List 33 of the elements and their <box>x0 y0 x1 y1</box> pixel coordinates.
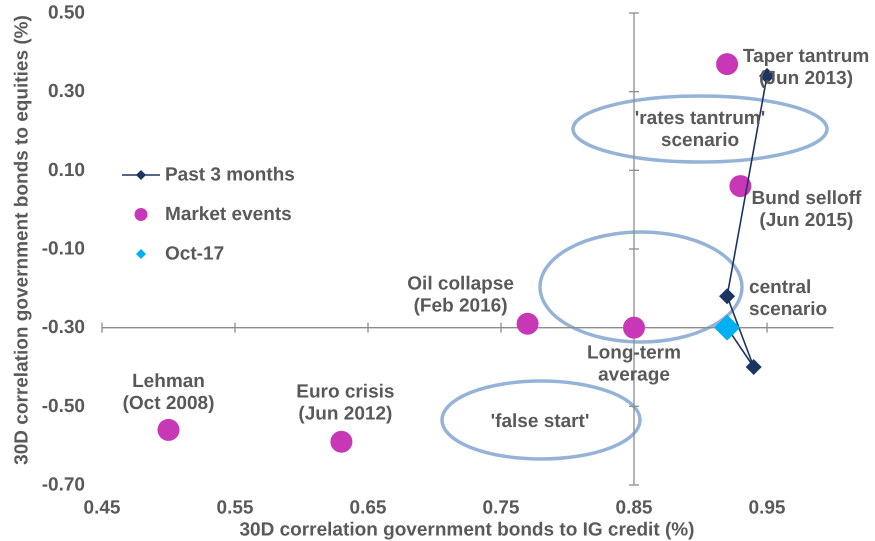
legend-label: Market events <box>165 204 292 225</box>
y-tick-label: -0.50 <box>42 396 85 417</box>
y-tick-label: -0.30 <box>42 317 85 338</box>
point <box>719 288 736 304</box>
x-axis-title: 30D correlation government bonds to IG credit (%) <box>239 520 695 540</box>
y-tick-label: 0.30 <box>48 81 85 102</box>
x-tick-label: 0.55 <box>216 498 254 518</box>
point <box>746 359 762 375</box>
legend-label: Oct-17 <box>165 244 224 264</box>
y-tick-label: 0.10 <box>48 160 85 181</box>
annotation: Bund selloff (Jun 2015) <box>752 188 862 231</box>
point <box>729 175 752 198</box>
y-axis-title: 30D correlation government bonds to equities (%) <box>12 15 32 465</box>
annotation: Oil collapse (Feb 2016) <box>407 273 514 316</box>
y-tick-label: -0.10 <box>42 238 85 260</box>
point <box>158 418 180 441</box>
x-tick-label: 0.65 <box>350 498 387 518</box>
x-tick-label: 0.95 <box>748 498 786 518</box>
point <box>716 53 738 76</box>
point <box>623 316 645 339</box>
y-tick-label: 0.50 <box>48 2 85 24</box>
annotation: central scenario <box>749 276 828 320</box>
annotation: Euro crisis (Jun 2012) <box>296 381 395 424</box>
legend-label: Past 3 months <box>165 164 295 186</box>
x-tick-label: 0.75 <box>482 498 520 518</box>
annotation: Lehman (Oct 2008) <box>122 370 214 414</box>
point <box>330 430 352 453</box>
point <box>516 312 539 335</box>
x-tick-label: 0.45 <box>84 498 121 518</box>
annotation: 'false start' <box>490 410 590 432</box>
point <box>714 314 740 341</box>
x-tick-label: 0.85 <box>616 498 653 518</box>
y-tick-label: -0.70 <box>42 474 85 496</box>
